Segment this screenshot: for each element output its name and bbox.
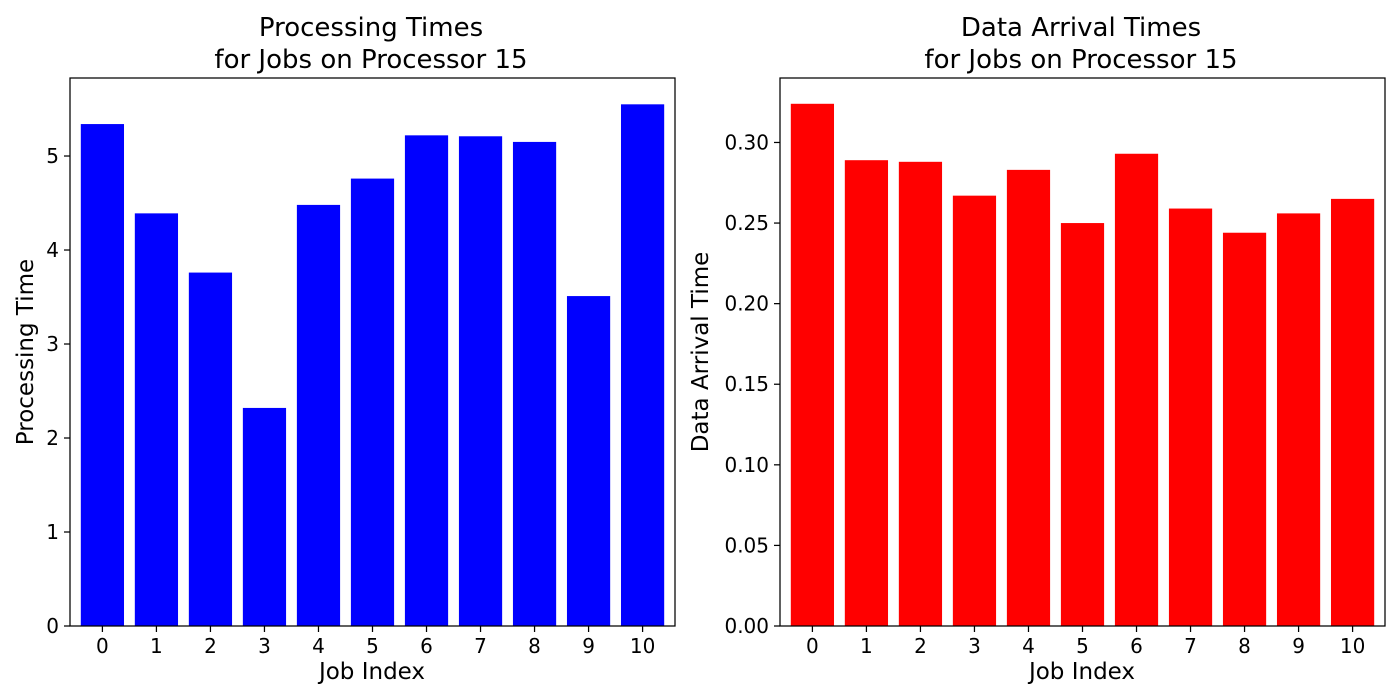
bar-job-3 — [242, 407, 287, 626]
y-tick-label: 0.05 — [724, 533, 769, 557]
x-tick-label: 5 — [366, 634, 379, 658]
x-tick-label: 9 — [582, 634, 595, 658]
chart-title-line-2: for Jobs on Processor 15 — [214, 45, 527, 75]
chart-title-line-2: for Jobs on Processor 15 — [924, 45, 1237, 75]
bar-job-3 — [952, 195, 997, 626]
bar-job-9 — [566, 296, 611, 626]
x-axis-label: Job Index — [1027, 659, 1135, 685]
bar-job-0 — [790, 103, 835, 627]
bar-job-10 — [620, 104, 665, 626]
x-tick-label: 7 — [474, 634, 487, 658]
x-tick-label: 3 — [258, 634, 271, 658]
bar-job-0 — [80, 124, 125, 626]
processing-times-chart: Processing Times for Jobs on Processor 1… — [13, 13, 676, 685]
bar-job-9 — [1276, 213, 1321, 626]
x-tick-label: 2 — [914, 634, 927, 658]
bar-group — [790, 103, 1375, 627]
y-axis-ticks: 0.00 0.05 0.10 0.15 0.20 0.25 0.30 — [724, 130, 780, 638]
bar-job-5 — [350, 178, 395, 626]
y-tick-label: 0.15 — [724, 372, 769, 396]
y-axis-label: Data Arrival Time — [688, 252, 714, 453]
x-tick-label: 4 — [312, 634, 325, 658]
x-tick-label: 9 — [1292, 634, 1305, 658]
chart-title-line-1: Data Arrival Times — [961, 13, 1201, 43]
bar-job-8 — [1222, 232, 1267, 627]
bar-group — [80, 104, 665, 627]
bar-job-4 — [1006, 169, 1051, 626]
bar-job-1 — [134, 213, 179, 627]
y-tick-label: 5 — [46, 144, 59, 168]
y-tick-label: 0.00 — [724, 614, 769, 638]
x-tick-label: 4 — [1022, 634, 1035, 658]
x-axis-label: Job Index — [317, 659, 425, 685]
x-axis-ticks: 0 1 2 3 4 5 6 7 8 9 10 — [96, 626, 655, 658]
bar-job-5 — [1060, 223, 1105, 626]
bar-job-7 — [458, 136, 503, 626]
bar-job-10 — [1330, 198, 1375, 626]
bar-job-6 — [404, 135, 449, 626]
bar-job-2 — [898, 161, 943, 626]
plot-frame — [69, 77, 676, 627]
y-tick-label: 0 — [46, 614, 59, 638]
x-tick-label: 7 — [1184, 634, 1197, 658]
bar-job-8 — [512, 141, 557, 627]
x-tick-label: 2 — [204, 634, 217, 658]
x-tick-label: 5 — [1076, 634, 1089, 658]
y-tick-label: 0.20 — [724, 292, 769, 316]
x-tick-label: 6 — [1130, 634, 1143, 658]
plot-frame — [779, 77, 1386, 627]
y-tick-label: 0.30 — [724, 130, 769, 154]
y-tick-label: 0.25 — [724, 211, 769, 235]
bar-job-2 — [188, 272, 233, 626]
bar-job-4 — [296, 204, 341, 626]
x-tick-label: 8 — [1238, 634, 1251, 658]
bar-job-6 — [1114, 153, 1159, 626]
data-arrival-times-chart: Data Arrival Times for Jobs on Processor… — [688, 13, 1386, 685]
y-tick-label: 1 — [46, 520, 59, 544]
x-tick-label: 0 — [96, 634, 109, 658]
bar-job-1 — [844, 160, 889, 626]
x-tick-label: 8 — [528, 634, 541, 658]
x-axis-ticks: 0 1 2 3 4 5 6 7 8 9 10 — [806, 626, 1365, 658]
y-tick-label: 2 — [46, 426, 59, 450]
x-tick-label: 6 — [420, 634, 433, 658]
chart-title-line-1: Processing Times — [259, 13, 483, 43]
x-tick-label: 3 — [968, 634, 981, 658]
y-axis-label: Processing Time — [13, 259, 39, 445]
x-tick-label: 10 — [630, 634, 655, 658]
bar-job-7 — [1168, 208, 1213, 627]
x-tick-label: 0 — [806, 634, 819, 658]
y-tick-label: 4 — [46, 238, 59, 262]
x-tick-label: 10 — [1340, 634, 1365, 658]
x-tick-label: 1 — [150, 634, 163, 658]
y-axis-ticks: 0 1 2 3 4 5 — [46, 144, 70, 638]
y-tick-label: 0.10 — [724, 453, 769, 477]
y-tick-label: 3 — [46, 332, 59, 356]
x-tick-label: 1 — [860, 634, 873, 658]
